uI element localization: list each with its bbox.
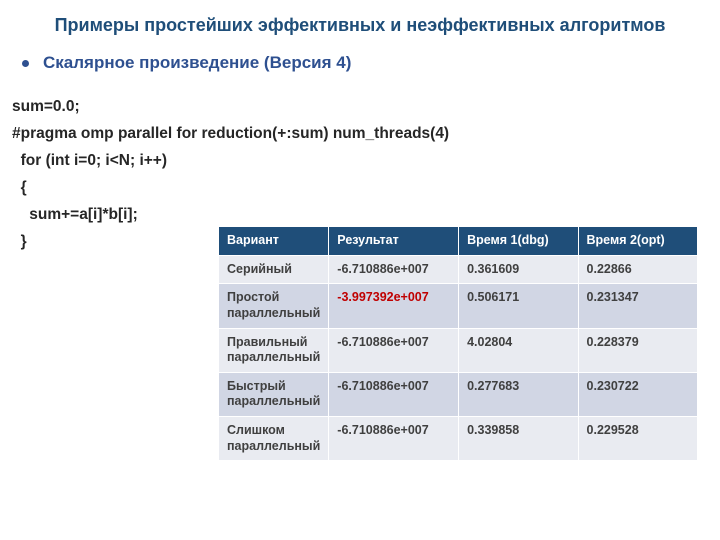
bullet-item: Скалярное произведение (Версия 4) [0, 47, 720, 73]
row-value: -6.710886e+007 [329, 255, 459, 284]
code-line: #pragma omp parallel for reduction(+:sum… [12, 120, 720, 147]
row-value: 0.231347 [578, 284, 697, 328]
table-header: Результат [329, 227, 459, 256]
table-row: Быстрый параллельный-6.710886e+0070.2776… [219, 372, 698, 416]
row-label: Слишком параллельный [219, 417, 329, 461]
row-value: -6.710886e+007 [329, 328, 459, 372]
row-value: 0.228379 [578, 328, 697, 372]
row-value: 4.02804 [459, 328, 578, 372]
row-label: Правильный параллельный [219, 328, 329, 372]
table-row: Правильный параллельный-6.710886e+0074.0… [219, 328, 698, 372]
bullet-dot-icon [22, 60, 29, 67]
row-value: 0.506171 [459, 284, 578, 328]
row-value: 0.361609 [459, 255, 578, 284]
slide-title: Примеры простейших эффективных и неэффек… [0, 0, 720, 47]
results-table: ВариантРезультатВремя 1(dbg)Время 2(opt)… [218, 226, 698, 461]
row-value: 0.339858 [459, 417, 578, 461]
code-line: sum+=a[i]*b[i]; [12, 201, 720, 228]
table-row: Слишком параллельный-6.710886e+0070.3398… [219, 417, 698, 461]
row-label: Простой параллельный [219, 284, 329, 328]
row-value: 0.277683 [459, 372, 578, 416]
code-line: for (int i=0; i<N; i++) [12, 147, 720, 174]
row-label: Серийный [219, 255, 329, 284]
row-value: -6.710886e+007 [329, 417, 459, 461]
row-value: 0.22866 [578, 255, 697, 284]
code-line: { [12, 174, 720, 201]
row-label: Быстрый параллельный [219, 372, 329, 416]
table-header: Вариант [219, 227, 329, 256]
table-row: Простой параллельный-3.997392e+0070.5061… [219, 284, 698, 328]
table-row: Серийный-6.710886e+0070.3616090.22866 [219, 255, 698, 284]
table-header: Время 2(opt) [578, 227, 697, 256]
row-value: 0.229528 [578, 417, 697, 461]
bullet-text: Скалярное произведение (Версия 4) [43, 53, 351, 73]
table-header: Время 1(dbg) [459, 227, 578, 256]
row-value: 0.230722 [578, 372, 697, 416]
row-value: -3.997392e+007 [329, 284, 459, 328]
row-value: -6.710886e+007 [329, 372, 459, 416]
code-line: sum=0.0; [12, 93, 720, 120]
